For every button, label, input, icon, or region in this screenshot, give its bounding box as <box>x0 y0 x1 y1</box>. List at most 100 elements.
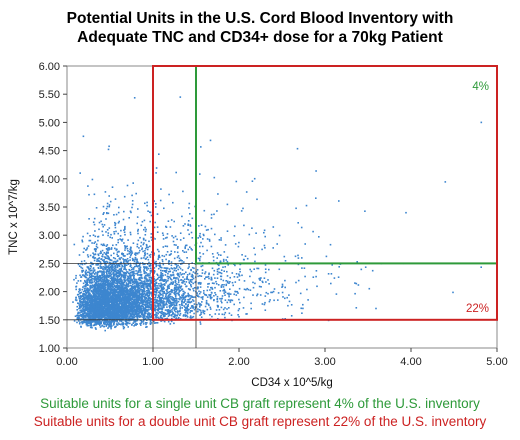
scatter-point <box>273 299 275 302</box>
scatter-point <box>176 301 178 304</box>
scatter-point <box>215 283 218 285</box>
scatter-point <box>177 287 179 289</box>
scatter-point <box>98 221 101 224</box>
scatter-point <box>286 296 288 299</box>
scatter-point <box>104 261 107 263</box>
scatter-point <box>288 294 290 296</box>
scatter-point <box>117 294 120 297</box>
scatter-point <box>119 311 121 314</box>
scatter-point <box>83 295 85 297</box>
scatter-point <box>90 261 92 264</box>
scatter-point <box>301 267 303 269</box>
scatter-point <box>132 322 134 324</box>
scatter-point <box>113 267 116 270</box>
scatter-point <box>202 238 204 240</box>
scatter-point <box>159 299 162 301</box>
scatter-point <box>104 286 106 288</box>
scatter-point <box>107 252 109 254</box>
scatter-point <box>160 278 162 280</box>
scatter-point <box>106 249 109 251</box>
scatter-point <box>117 241 119 244</box>
scatter-point <box>121 283 123 285</box>
scatter-point <box>191 306 193 308</box>
scatter-point <box>143 309 145 312</box>
scatter-point <box>160 269 162 272</box>
scatter-point <box>131 300 134 303</box>
scatter-point <box>144 301 147 304</box>
scatter-point <box>165 318 168 320</box>
scatter-point <box>124 287 127 290</box>
scatter-point <box>144 202 146 205</box>
scatter-point <box>115 282 118 284</box>
scatter-point <box>189 295 192 297</box>
scatter-point <box>197 282 200 285</box>
scatter-point <box>201 264 204 267</box>
scatter-point <box>214 313 217 315</box>
scatter-point <box>108 195 110 197</box>
scatter-point <box>168 283 171 286</box>
scatter-point <box>140 280 143 282</box>
scatter-point <box>160 286 162 289</box>
scatter-point <box>149 264 152 266</box>
scatter-point <box>122 292 125 294</box>
scatter-point <box>109 272 112 274</box>
scatter-point <box>108 279 110 282</box>
scatter-point <box>187 301 189 303</box>
scatter-point <box>165 301 168 303</box>
scatter-point <box>118 278 121 280</box>
scatter-point <box>98 292 100 295</box>
scatter-point <box>123 297 126 299</box>
scatter-point <box>95 278 97 281</box>
scatter-point <box>167 298 169 301</box>
scatter-point <box>93 273 96 275</box>
scatter-point <box>106 306 109 308</box>
scatter-point <box>133 294 136 296</box>
scatter-point <box>182 237 185 239</box>
scatter-point <box>183 301 185 304</box>
scatter-point <box>115 230 117 233</box>
scatter-point <box>149 322 152 324</box>
scatter-point <box>206 296 209 298</box>
scatter-point <box>132 259 134 262</box>
scatter-point <box>129 313 131 316</box>
scatter-point <box>126 307 128 310</box>
scatter-point <box>84 280 86 283</box>
scatter-point <box>100 321 103 323</box>
scatter-point <box>161 272 164 275</box>
scatter-point <box>248 233 251 236</box>
scatter-point <box>176 238 178 241</box>
scatter-point <box>132 285 135 288</box>
scatter-point <box>94 291 97 293</box>
scatter-point <box>129 298 132 300</box>
scatter-point <box>96 295 98 298</box>
scatter-point <box>167 270 170 273</box>
scatter-point <box>103 259 105 261</box>
scatter-point <box>103 299 105 301</box>
scatter-point <box>91 304 93 306</box>
scatter-point <box>156 305 159 307</box>
scatter-point <box>159 279 161 282</box>
scatter-point <box>101 286 103 289</box>
scatter-point <box>99 275 102 277</box>
scatter-point <box>222 258 225 261</box>
scatter-point <box>109 236 111 239</box>
scatter-point <box>202 253 205 255</box>
scatter-point <box>172 240 175 243</box>
scatter-point <box>101 303 104 306</box>
scatter-point <box>142 307 145 309</box>
scatter-point <box>318 236 320 238</box>
scatter-point <box>97 303 99 305</box>
scatter-point <box>143 285 145 288</box>
scatter-point <box>116 264 119 266</box>
scatter-point <box>98 301 101 304</box>
scatter-point <box>200 313 202 315</box>
scatter-point <box>123 296 126 298</box>
scatter-point <box>229 301 232 303</box>
scatter-point <box>207 303 210 305</box>
scatter-point <box>129 251 132 254</box>
scatter-point <box>144 314 146 317</box>
scatter-point <box>103 295 105 298</box>
scatter-point <box>93 193 96 196</box>
scatter-point <box>197 275 199 278</box>
scatter-point <box>103 284 106 286</box>
